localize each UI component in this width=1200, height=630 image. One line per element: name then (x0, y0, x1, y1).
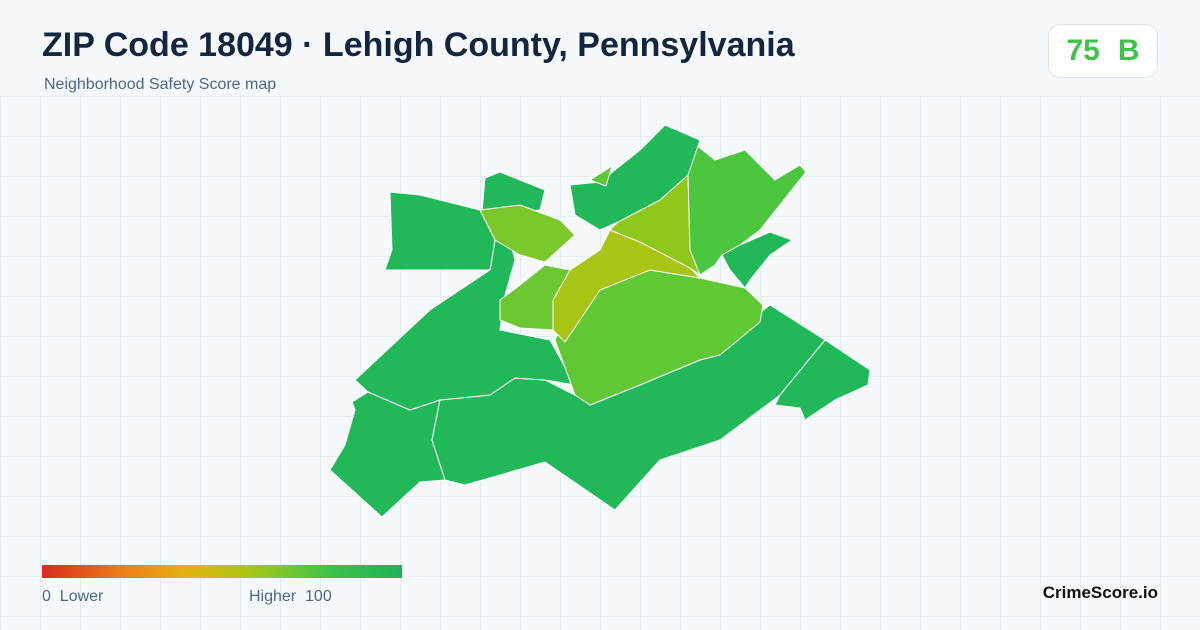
legend-max-value: 100 (305, 588, 332, 605)
legend-min-value: 0 (42, 588, 51, 605)
region (552, 229, 701, 343)
legend-gradient (42, 565, 402, 578)
region (479, 204, 576, 263)
header: ZIP Code 18049 · Lehigh County, Pennsylv… (0, 0, 1200, 96)
subtitle: Neighborhood Safety Score map (44, 76, 277, 93)
region (774, 339, 871, 421)
region (569, 124, 701, 231)
legend-min: 0 Lower (42, 588, 103, 606)
region (687, 139, 807, 276)
legend-max-label: Higher (249, 588, 297, 605)
region (384, 191, 496, 271)
score-badge: 75 B (1048, 24, 1158, 78)
legend-min-label: Lower (59, 588, 104, 605)
score-value: 75 (1066, 34, 1100, 67)
brand: CrimeScore.io (1042, 583, 1158, 602)
score-grade: B (1117, 34, 1140, 67)
region (721, 231, 793, 289)
title: ZIP Code 18049 · Lehigh County, Pennsylv… (42, 26, 795, 64)
region (329, 391, 446, 518)
legend-max: Higher 100 (249, 588, 332, 606)
region (499, 264, 571, 331)
region (589, 165, 613, 187)
